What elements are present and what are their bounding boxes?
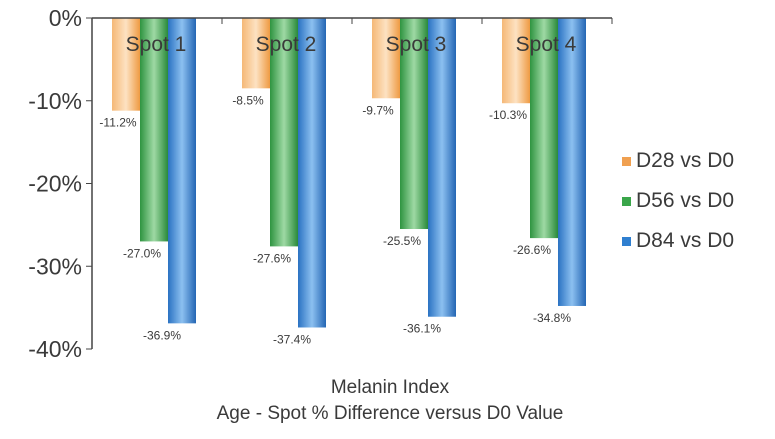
data-label: -26.6% [513,243,551,257]
bar-d84-vs-d0-spot-1 [168,18,196,324]
data-label: -37.4% [273,332,311,346]
bar-d56-vs-d0-spot-4 [530,18,558,239]
category-label: Spot 3 [386,33,447,56]
bar-d28-vs-d0-spot-1 [112,18,140,111]
labels-layer: -11.2% -8.5% -9.7% -10.3% -27.0% -27.6% -25.5%… [99,33,576,346]
y-tick-label: -30% [28,253,82,279]
legend-swatch [622,157,631,166]
bar-d84-vs-d0-spot-2 [298,18,326,328]
bar-d28-vs-d0-spot-4 [502,18,530,104]
legend-label: D84 vs D0 [636,229,734,252]
bar-d56-vs-d0-spot-1 [140,18,168,242]
chart-title: Melanin Index [331,377,450,398]
y-tick-label: 0% [49,5,82,31]
bar-d28-vs-d0-spot-2 [242,18,270,89]
category-label: Spot 2 [256,33,317,56]
data-label: -36.9% [143,328,181,342]
data-label: -34.8% [533,311,571,325]
bar-d56-vs-d0-spot-3 [400,18,428,230]
data-label: -27.6% [253,251,291,265]
data-label: -27.0% [123,246,161,260]
bar-d84-vs-d0-spot-3 [428,18,456,317]
data-label: -11.2% [99,116,136,130]
data-label: -9.7% [362,103,394,117]
data-label: -25.5% [383,234,421,248]
data-label: -8.5% [232,93,264,107]
legend-label: D56 vs D0 [636,189,734,212]
y-tick-label: -40% [28,336,82,362]
legend-swatch [622,197,631,206]
bars-layer [112,18,586,328]
bar-d84-vs-d0-spot-4 [558,18,586,306]
bar-d56-vs-d0-spot-2 [270,18,298,247]
bar-d28-vs-d0-spot-3 [372,18,400,99]
category-label: Spot 1 [126,33,187,56]
chart-subtitle: Age - Spot % Difference versus D0 Value [217,403,564,424]
data-label: -36.1% [403,322,441,336]
legend-label: D28 vs D0 [636,149,734,172]
legend: D28 vs D0 D56 vs D0 D84 vs D0 [622,149,734,252]
category-label: Spot 4 [516,33,577,56]
legend-swatch [622,237,631,246]
axis-layer: 0% -10% -20% -30% -40% [28,5,613,362]
y-tick-label: -20% [28,171,82,197]
data-label: -10.3% [489,108,527,122]
y-tick-label: -10% [28,88,82,114]
